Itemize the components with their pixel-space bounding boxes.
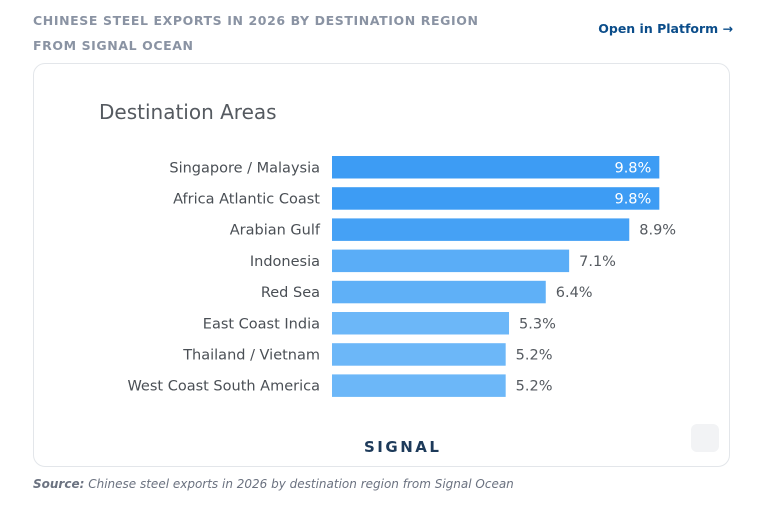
watermark-icon (691, 424, 719, 452)
data-label: 7.1% (579, 254, 616, 270)
data-label: 5.2% (516, 347, 553, 363)
bar (332, 343, 506, 366)
data-label: 9.8% (614, 160, 651, 176)
bar (332, 312, 510, 335)
bar (332, 249, 570, 273)
page-title-line-1: CHINESE STEEL EXPORTS IN 2026 BY DESTINA… (33, 13, 479, 28)
data-label: 5.2% (516, 379, 553, 395)
data-label: 9.8% (614, 191, 651, 207)
category-label: East Coast India (203, 316, 320, 332)
chart-card: Destination Areas Singapore / Malaysia 9.… (33, 63, 730, 467)
bar-chart: Singapore / Malaysia 9.8% Africa Atlantic … (127, 156, 676, 397)
category-label: Singapore / Malaysia (169, 160, 320, 176)
source-caption: Source: Chinese steel exports in 2026 by… (33, 477, 514, 491)
bar (332, 218, 630, 241)
source-text: Chinese steel exports in 2026 by destina… (84, 477, 514, 491)
open-in-platform-link[interactable]: Open in Platform → (598, 21, 733, 36)
page-title: CHINESE STEEL EXPORTS IN 2026 BY DESTINA… (33, 8, 503, 58)
category-label: Red Sea (261, 285, 320, 301)
category-label: Thailand / Vietnam (182, 347, 320, 363)
data-label: 6.4% (556, 285, 593, 301)
bar (332, 187, 660, 210)
category-label: Indonesia (250, 254, 320, 270)
source-label: Source: (33, 477, 85, 491)
page-title-line-2: FROM SIGNAL OCEAN (33, 38, 194, 53)
bar (332, 280, 546, 304)
category-label: West Coast South America (127, 379, 320, 395)
chart-title: Destination Areas (99, 100, 277, 124)
data-label: 5.3% (519, 316, 556, 332)
category-label: Arabian Gulf (230, 223, 321, 239)
signal-logo: SIGNAL (364, 438, 442, 456)
bar (332, 156, 660, 179)
category-label: Africa Atlantic Coast (173, 191, 320, 207)
bar (332, 374, 506, 397)
data-label: 8.9% (639, 223, 676, 239)
